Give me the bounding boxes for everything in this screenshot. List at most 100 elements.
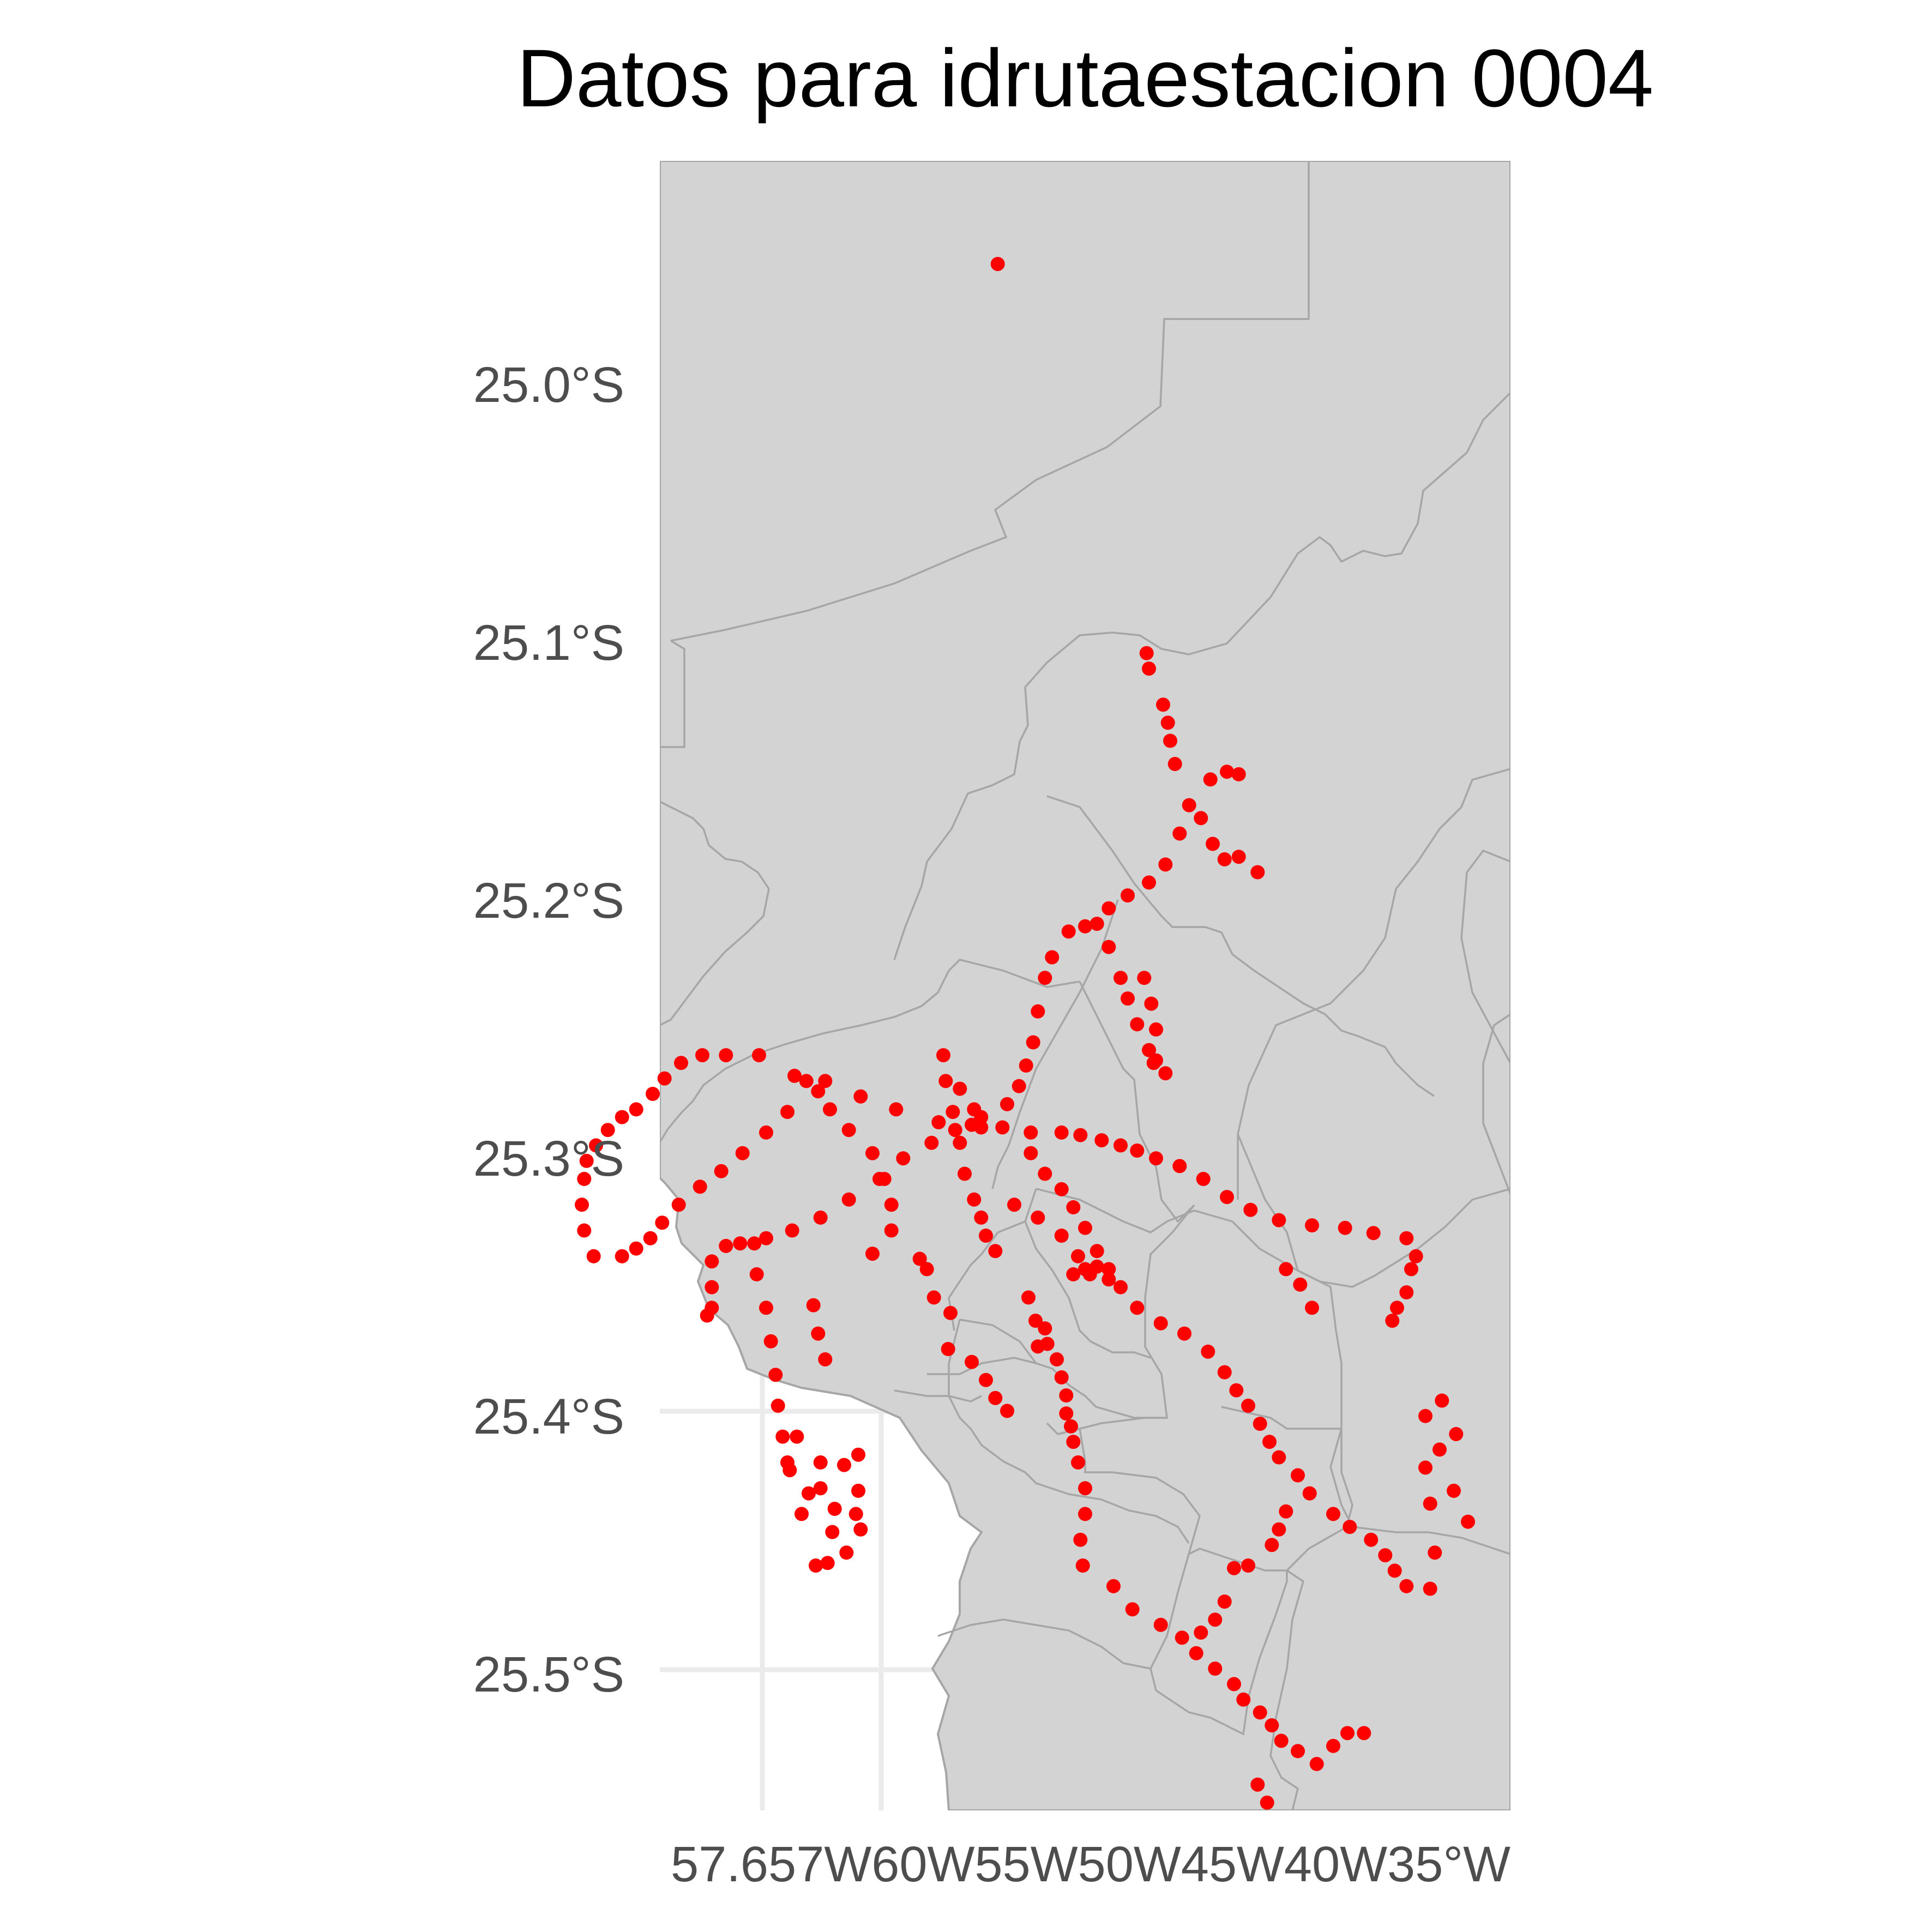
data-point-0-114 (1054, 1125, 1069, 1140)
data-point-0-144 (1031, 1210, 1045, 1225)
data-point-0-184 (1078, 1481, 1092, 1496)
data-point-0-236 (1121, 991, 1135, 1006)
boundary-river-1 (1046, 795, 1435, 1097)
data-point-0-238 (1102, 940, 1116, 954)
data-point-0-118 (1130, 1143, 1145, 1158)
data-point-0-64 (825, 1525, 840, 1539)
data-point-0-25 (1031, 1004, 1045, 1019)
data-point-0-54 (790, 1429, 804, 1444)
data-point-0-12 (1206, 836, 1220, 851)
data-point-0-172 (1387, 1563, 1402, 1578)
data-point-0-107 (818, 1074, 833, 1088)
data-point-0-205 (1250, 1777, 1265, 1792)
data-point-0-220 (974, 1120, 989, 1135)
data-point-0-83 (735, 1146, 750, 1160)
data-point-0-152 (1078, 1220, 1092, 1235)
boundary-mid-5 (948, 1188, 1037, 1331)
data-point-0-29 (1000, 1097, 1014, 1111)
data-point-0-135 (938, 1074, 953, 1088)
data-point-0-113 (1024, 1125, 1038, 1140)
data-point-0-210 (1227, 1561, 1241, 1575)
data-point-0-128 (1399, 1231, 1414, 1245)
data-point-0-137 (953, 1135, 967, 1150)
data-point-0-213 (1194, 1625, 1208, 1640)
data-point-0-190 (1153, 1617, 1168, 1632)
data-point-0-218 (953, 1081, 967, 1096)
data-point-0-157 (1153, 1316, 1168, 1331)
data-point-0-31 (948, 1123, 962, 1137)
data-point-0-241 (1144, 996, 1159, 1011)
data-point-0-155 (1114, 1280, 1128, 1295)
data-point-0-211 (1217, 1594, 1232, 1609)
data-point-0-244 (1435, 1393, 1449, 1408)
data-point-0-123 (1243, 1202, 1258, 1217)
data-point-0-106 (787, 1068, 802, 1083)
boundary-south-8 (1188, 1429, 1353, 1572)
data-point-0-80 (799, 1074, 814, 1088)
data-point-0-95 (579, 1153, 594, 1168)
data-point-0-10 (1220, 765, 1234, 779)
data-point-0-116 (1094, 1133, 1109, 1148)
data-point-0-120 (1172, 1159, 1187, 1173)
data-point-0-19 (1121, 888, 1135, 903)
boundary-south-9 (1352, 1526, 1510, 1555)
data-point-0-162 (1241, 1398, 1255, 1413)
data-point-0-99 (629, 1102, 643, 1117)
data-point-0-212 (1208, 1612, 1223, 1627)
data-point-0-76 (865, 1146, 880, 1160)
boundary-south-5 (948, 1319, 1190, 1544)
x-tick-labels: 57.657W60W55W50W45W40W35°W (671, 1837, 1510, 1892)
data-point-0-66 (813, 1481, 828, 1496)
land-region (660, 161, 1510, 1810)
data-point-0-198 (1274, 1734, 1289, 1748)
data-point-0-100 (646, 1087, 660, 1101)
data-point-0-121 (1196, 1172, 1211, 1186)
boundary-south-11 (1269, 1569, 1305, 1810)
data-point-0-185 (1078, 1507, 1092, 1521)
data-point-0-92 (577, 1223, 592, 1238)
data-point-0-154 (1102, 1262, 1116, 1277)
data-point-0-146 (1071, 1249, 1085, 1263)
data-point-0-196 (1253, 1705, 1267, 1720)
data-point-0-27 (1019, 1058, 1033, 1073)
data-point-0-252 (1279, 1262, 1293, 1277)
data-point-0-209 (1241, 1558, 1255, 1573)
data-point-0-56 (837, 1458, 851, 1472)
boundary-north-1 (670, 161, 1310, 642)
data-point-0-63 (809, 1558, 823, 1573)
data-point-0-55 (813, 1455, 828, 1470)
data-point-0-104 (719, 1048, 733, 1063)
data-point-0-151 (1066, 1200, 1081, 1214)
data-point-0-59 (848, 1507, 863, 1521)
data-point-0-77 (841, 1123, 856, 1137)
data-point-0-47 (759, 1301, 773, 1315)
data-point-0-225 (941, 1341, 955, 1356)
data-point-0-71 (806, 1298, 821, 1313)
data-point-0-130 (1404, 1262, 1418, 1277)
data-point-0-125 (1305, 1218, 1319, 1233)
data-point-0-82 (759, 1125, 773, 1140)
data-point-0-8 (1194, 811, 1208, 826)
data-point-0-7 (1182, 798, 1196, 812)
data-point-0-127 (1366, 1226, 1381, 1241)
data-point-0-11 (1231, 767, 1246, 781)
data-point-0-33 (896, 1151, 911, 1166)
data-point-0-140 (974, 1210, 989, 1225)
data-point-0-203 (1357, 1726, 1371, 1741)
map-panel (660, 161, 1510, 1810)
data-point-0-84 (714, 1164, 729, 1178)
data-point-0-247 (1433, 1442, 1447, 1457)
data-point-0-217 (1066, 1267, 1081, 1281)
data-point-0-226 (965, 1355, 979, 1369)
data-point-0-49 (768, 1368, 783, 1382)
data-point-0-41 (705, 1254, 719, 1269)
data-point-0-199 (1291, 1744, 1305, 1759)
data-point-0-173 (1399, 1579, 1414, 1593)
data-point-0-126 (1338, 1220, 1352, 1235)
y-tick-label-2: 25.2°S (473, 873, 624, 929)
data-point-0-200 (1309, 1756, 1324, 1771)
data-point-0-158 (1177, 1326, 1191, 1341)
data-point-0-245 (1418, 1409, 1433, 1423)
data-point-0-250 (1423, 1496, 1437, 1511)
data-point-0-145 (1054, 1229, 1069, 1243)
